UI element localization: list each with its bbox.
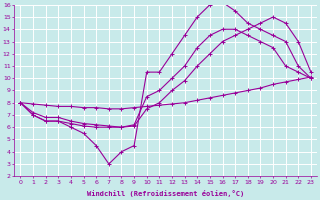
X-axis label: Windchill (Refroidissement éolien,°C): Windchill (Refroidissement éolien,°C) — [87, 190, 244, 197]
